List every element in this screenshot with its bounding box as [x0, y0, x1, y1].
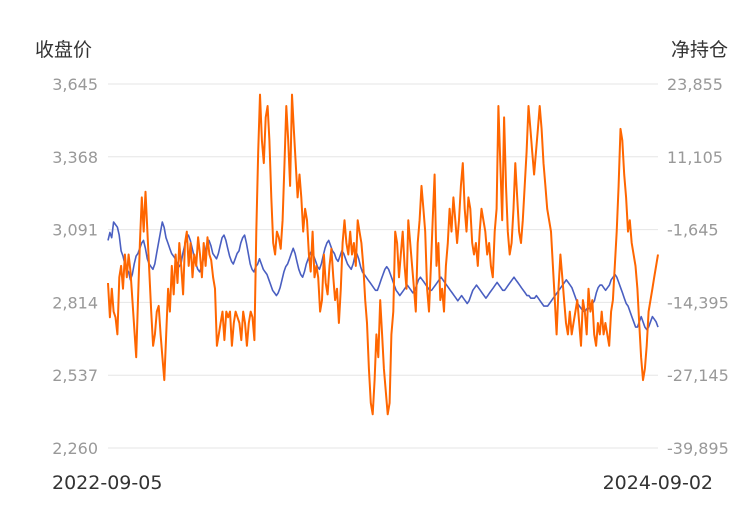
right-tick-label: -27,145 [667, 366, 729, 385]
right-axis-ticks: 23,855 11,105 -1,645 -14,395 -27,145 -39,895 [667, 75, 729, 458]
right-tick-label: 11,105 [667, 148, 723, 167]
x-start-label: 2022-09-05 [52, 472, 162, 494]
right-axis-title: 净持仓 [671, 39, 728, 61]
gridlines [108, 83, 658, 449]
right-tick-label: -14,395 [667, 293, 729, 312]
left-tick-label: 3,368 [52, 148, 98, 167]
left-axis-ticks: 3,645 3,368 3,091 2,814 2,537 2,260 [52, 75, 98, 458]
left-tick-label: 2,814 [52, 293, 98, 312]
left-tick-label: 3,645 [52, 75, 98, 94]
right-tick-label: 23,855 [667, 75, 723, 94]
close-price-line [107, 221, 659, 331]
series-layer [107, 93, 659, 416]
net-position-line [107, 93, 659, 416]
left-tick-label: 2,537 [52, 366, 98, 385]
left-tick-label: 3,091 [52, 221, 98, 240]
right-tick-label: -39,895 [667, 439, 729, 458]
right-tick-label: -1,645 [667, 221, 719, 240]
left-tick-label: 2,260 [52, 439, 98, 458]
left-axis-title: 收盘价 [35, 39, 92, 61]
x-end-label: 2024-09-02 [603, 472, 713, 494]
